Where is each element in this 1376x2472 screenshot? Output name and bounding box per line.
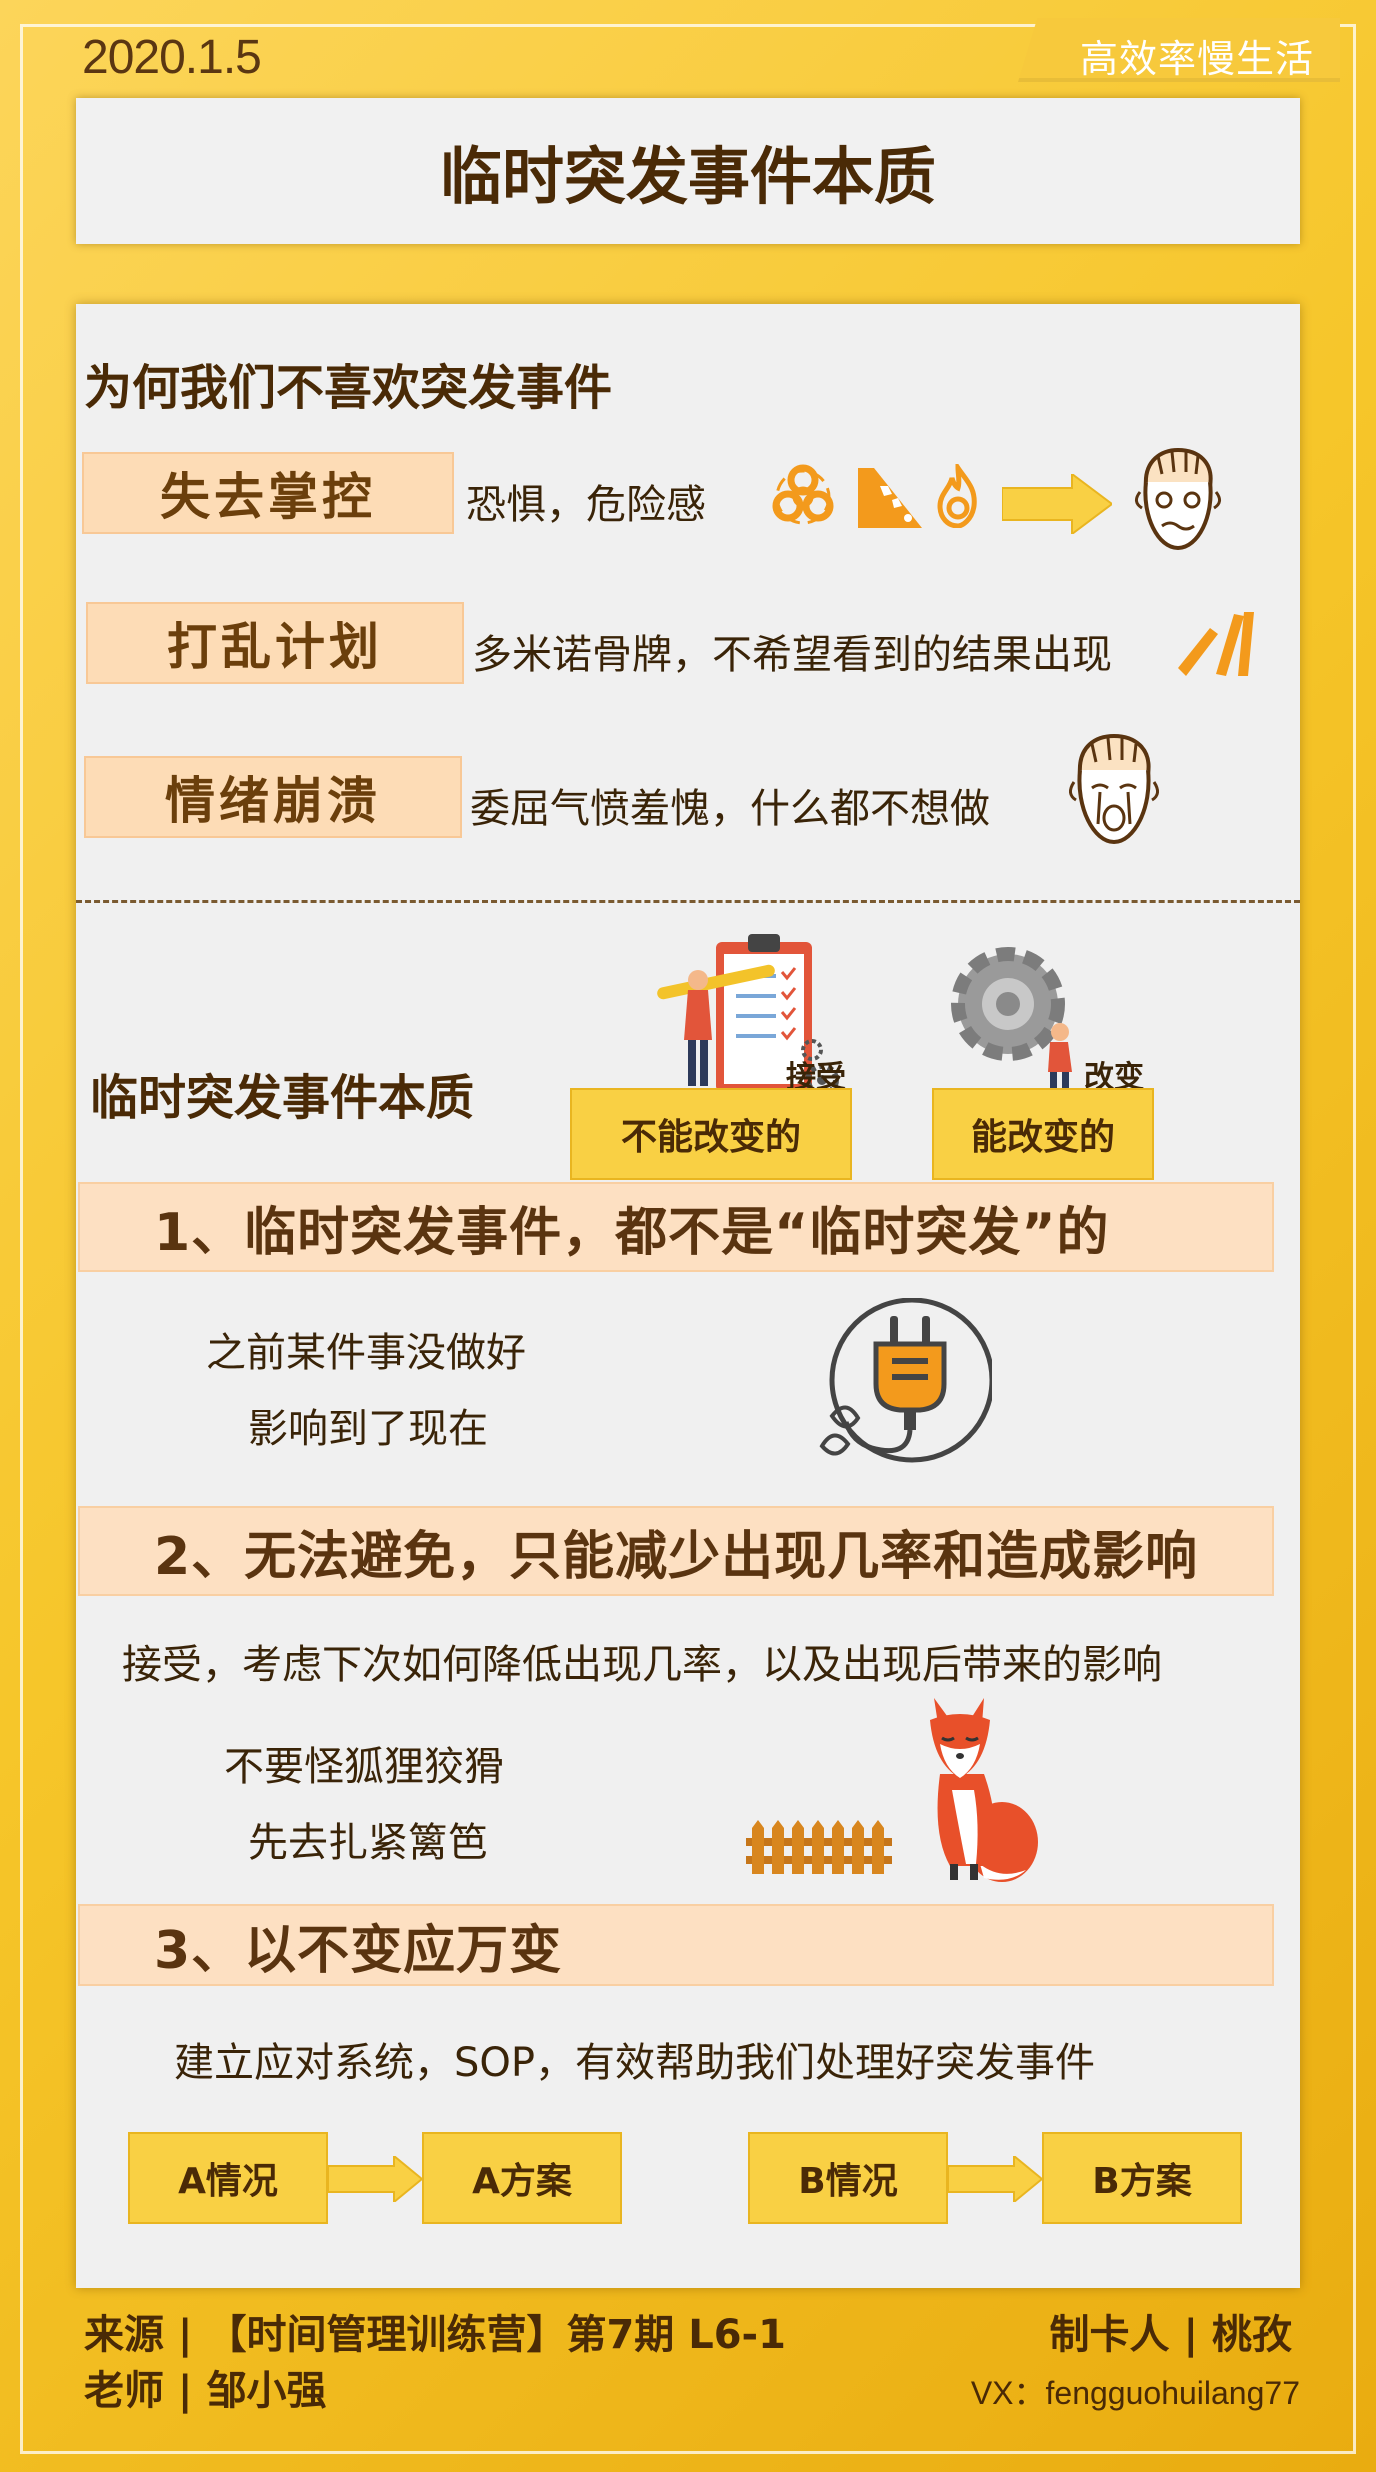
clipboard-illustration xyxy=(576,932,856,1122)
point1-line2: 影响到了现在 xyxy=(248,1406,488,1452)
flow-b-plan: B方案 xyxy=(1042,2132,1242,2224)
landslide-icon xyxy=(858,468,922,528)
fire-icon xyxy=(936,464,980,528)
fox-icon xyxy=(910,1694,1040,1884)
content-panel: 为何我们不喜欢突发事件 失去掌控 恐惧，危险感 xyxy=(76,304,1300,2288)
date: 2020.1.5 xyxy=(82,31,262,84)
point2-heading: 2、无法避免，只能减少出现几率和造成影响 xyxy=(78,1506,1274,1596)
cannot-change-box: 不能改变的 xyxy=(570,1088,852,1180)
point3-heading: 3、以不变应万变 xyxy=(78,1904,1274,1986)
point3-intro: 建立应对系统，SOP，有效帮助我们处理好突发事件 xyxy=(174,2040,1095,2086)
domino-icon xyxy=(1176,610,1256,680)
dashed-divider xyxy=(76,900,1300,903)
section1-title: 为何我们不喜欢突发事件 xyxy=(84,360,613,416)
plug-icon xyxy=(812,1298,992,1468)
flow-b-arrow-icon xyxy=(948,2156,1042,2202)
title-box: 临时突发事件本质 xyxy=(76,98,1300,244)
section2-title: 临时突发事件本质 xyxy=(90,1070,475,1126)
scared-face-icon xyxy=(1128,446,1228,554)
biohazard-icon xyxy=(770,464,836,530)
brand-badge xyxy=(1018,18,1340,82)
crying-face-icon xyxy=(1064,732,1164,848)
brand-text: 高效率慢生活 xyxy=(1079,37,1314,81)
flow-a-plan: A方案 xyxy=(422,2132,622,2224)
arrow-right-icon xyxy=(1002,474,1112,534)
point1-line1: 之前某件事没做好 xyxy=(206,1330,526,1376)
desc-lose-control: 恐惧，危险感 xyxy=(466,482,706,528)
page-title: 临时突发事件本质 xyxy=(439,140,936,213)
point2-line2: 先去扎紧篱笆 xyxy=(248,1820,488,1866)
point1-heading: 1、临时突发事件，都不是“临时突发”的 xyxy=(78,1182,1274,1272)
footer-teacher: 老师 | 邹小强 xyxy=(84,2368,327,2414)
point2-line1: 不要怪狐狸狡猾 xyxy=(224,1744,504,1790)
tag-emotional-collapse: 情绪崩溃 xyxy=(84,756,462,838)
gear-push-illustration xyxy=(950,932,1100,1102)
footer-vx: VX：fengguohuilang77 xyxy=(970,2375,1300,2411)
tag-disrupt-plan: 打乱计划 xyxy=(86,602,464,684)
flow-a-situation: A情况 xyxy=(128,2132,328,2224)
desc-disrupt-plan: 多米诺骨牌，不希望看到的结果出现 xyxy=(472,632,1112,678)
point2-intro: 接受，考虑下次如何降低出现几率，以及出现后带来的影响 xyxy=(122,1642,1162,1688)
can-change-box: 能改变的 xyxy=(932,1088,1154,1180)
fence-icon xyxy=(746,1820,892,1874)
footer-source: 来源 | 【时间管理训练营】第7期 L6-1 xyxy=(84,2312,786,2358)
flow-a-arrow-icon xyxy=(328,2156,422,2202)
footer-maker: 制卡人 | 桃孜 xyxy=(1049,2312,1292,2358)
desc-emotional-collapse: 委屈气愤羞愧，什么都不想做 xyxy=(470,786,990,832)
tag-lose-control: 失去掌控 xyxy=(82,452,454,534)
flow-b-situation: B情况 xyxy=(748,2132,948,2224)
